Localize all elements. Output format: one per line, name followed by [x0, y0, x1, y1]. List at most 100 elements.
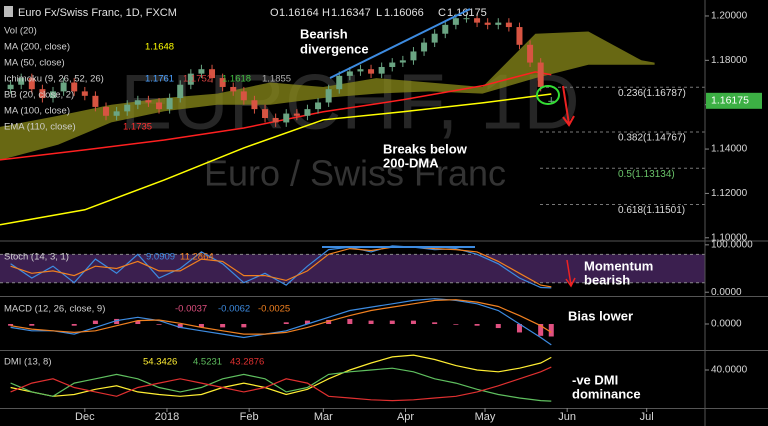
- candle-body: [389, 62, 396, 67]
- candle-body: [28, 78, 35, 90]
- candle-body: [505, 22, 512, 28]
- study-value: 11.2864: [180, 252, 214, 263]
- y-tick-label: 1.10000: [711, 232, 748, 243]
- candle-body: [304, 109, 311, 116]
- study-value: 1.1855: [262, 74, 291, 85]
- moving-average: [0, 93, 552, 226]
- indicator-line: [10, 299, 552, 335]
- histogram-bar: [29, 324, 35, 326]
- candle-body: [495, 22, 502, 25]
- arrow: [565, 259, 576, 288]
- annotation: divergence: [300, 41, 369, 56]
- histogram-bar: [156, 324, 162, 325]
- fib-label: 0.5(1.13134): [618, 169, 675, 180]
- annotation: bearish: [584, 272, 630, 287]
- price-tag-label: 1.16175: [711, 95, 749, 107]
- ohlc-value: 1.16066: [384, 7, 424, 19]
- study-label[interactable]: MA (100, close): [4, 106, 70, 117]
- candle-body: [230, 86, 237, 92]
- candle-body: [177, 84, 184, 99]
- study-label[interactable]: MA (50, close): [4, 58, 65, 69]
- histogram-bar: [304, 320, 310, 325]
- candle-body: [219, 78, 226, 87]
- candle-body: [198, 69, 205, 74]
- study-value: 1.1752: [183, 74, 212, 85]
- candle-body: [240, 91, 247, 101]
- study-value: 9.0909: [146, 252, 175, 263]
- candle-body: [474, 18, 481, 23]
- candle-body: [548, 100, 555, 102]
- histogram-bar: [220, 324, 226, 328]
- annotation: 200-DMA: [383, 155, 439, 170]
- ohlc-value: 1.16347: [331, 7, 371, 19]
- study-value: 43.2876: [230, 357, 264, 368]
- y-tick-label: 1.18000: [711, 55, 748, 66]
- study-label[interactable]: Vol (20): [4, 26, 37, 37]
- y-tick-label: 1.14000: [711, 144, 748, 155]
- chart-title[interactable]: Euro Fx/Swiss Franc, 1D, FXCM: [18, 7, 177, 19]
- x-tick-label: Dec: [75, 411, 95, 423]
- study-label[interactable]: EMA (110, close): [4, 122, 76, 133]
- study-label[interactable]: Ichimoku (9, 26, 52, 26): [4, 74, 104, 85]
- x-tick-label: Mar: [314, 411, 333, 423]
- candle-body: [209, 69, 216, 79]
- y-tick-label: 1.12000: [711, 188, 748, 199]
- study-value: 4.5231: [193, 357, 222, 368]
- candle-body: [166, 98, 173, 110]
- study-label[interactable]: BB (20, close, 2): [4, 90, 74, 101]
- histogram-bar: [198, 324, 204, 328]
- histogram-bar: [538, 324, 544, 336]
- ohlc-label: O: [270, 7, 279, 19]
- candle-body: [92, 95, 99, 107]
- moving-average: [0, 71, 552, 161]
- study-value: -0.0062: [218, 304, 250, 315]
- y-tick-label: 40.0000: [711, 365, 748, 376]
- fib-label: 0.618(1.11501): [618, 205, 685, 216]
- study-value: -0.0037: [175, 304, 207, 315]
- histogram-bar: [495, 324, 501, 329]
- y-tick-label: 100.0000: [711, 239, 753, 250]
- x-tick-label: Feb: [240, 411, 259, 423]
- candle-body: [187, 73, 194, 85]
- study-value: 1.1735: [123, 122, 152, 133]
- histogram-bar: [92, 320, 98, 325]
- candle-body: [336, 75, 343, 90]
- candle-body: [442, 24, 449, 34]
- candle-body: [421, 42, 428, 52]
- histogram-bar: [135, 320, 141, 325]
- candle-body: [357, 69, 364, 72]
- study-label[interactable]: Stoch (14, 3, 1): [4, 252, 69, 263]
- candle-body: [484, 22, 491, 25]
- histogram-bar: [326, 319, 332, 325]
- fib-label: 0.236(1.16787): [618, 88, 686, 99]
- highlight-ellipse: [536, 85, 560, 105]
- study-label[interactable]: MA (200, close): [4, 42, 70, 53]
- indicator-line: [10, 245, 552, 289]
- annotation: Breaks below: [383, 141, 468, 156]
- x-tick-label: Jul: [640, 411, 654, 423]
- candle-body: [145, 100, 152, 103]
- study-label[interactable]: MACD (12, 26, close, 9): [4, 304, 105, 315]
- candle-body: [156, 102, 163, 110]
- symbol-icon: [4, 6, 13, 17]
- candle-body: [399, 60, 406, 63]
- arrow: [562, 85, 575, 127]
- candle-body: [262, 109, 269, 119]
- candle-body: [527, 44, 534, 63]
- candle-body: [124, 104, 131, 112]
- annotation: -ve DMI: [572, 372, 618, 387]
- candle-body: [463, 18, 470, 20]
- ohlc-label: C: [438, 7, 446, 19]
- candle-body: [103, 106, 110, 116]
- indicator-line: [10, 366, 552, 402]
- candle-body: [39, 89, 46, 99]
- histogram-bar: [114, 318, 120, 325]
- histogram-bar: [389, 320, 395, 325]
- candle-body: [325, 89, 332, 103]
- candle-body: [251, 100, 258, 110]
- candle-body: [113, 111, 120, 116]
- histogram-bar: [432, 322, 438, 325]
- y-tick-label: 0.0000: [711, 319, 742, 330]
- plot-area: 0.236(1.16787) 0.382(1.14767) 0.5(1.13134)…: [0, 13, 705, 402]
- study-label[interactable]: DMI (13, 8): [4, 357, 52, 368]
